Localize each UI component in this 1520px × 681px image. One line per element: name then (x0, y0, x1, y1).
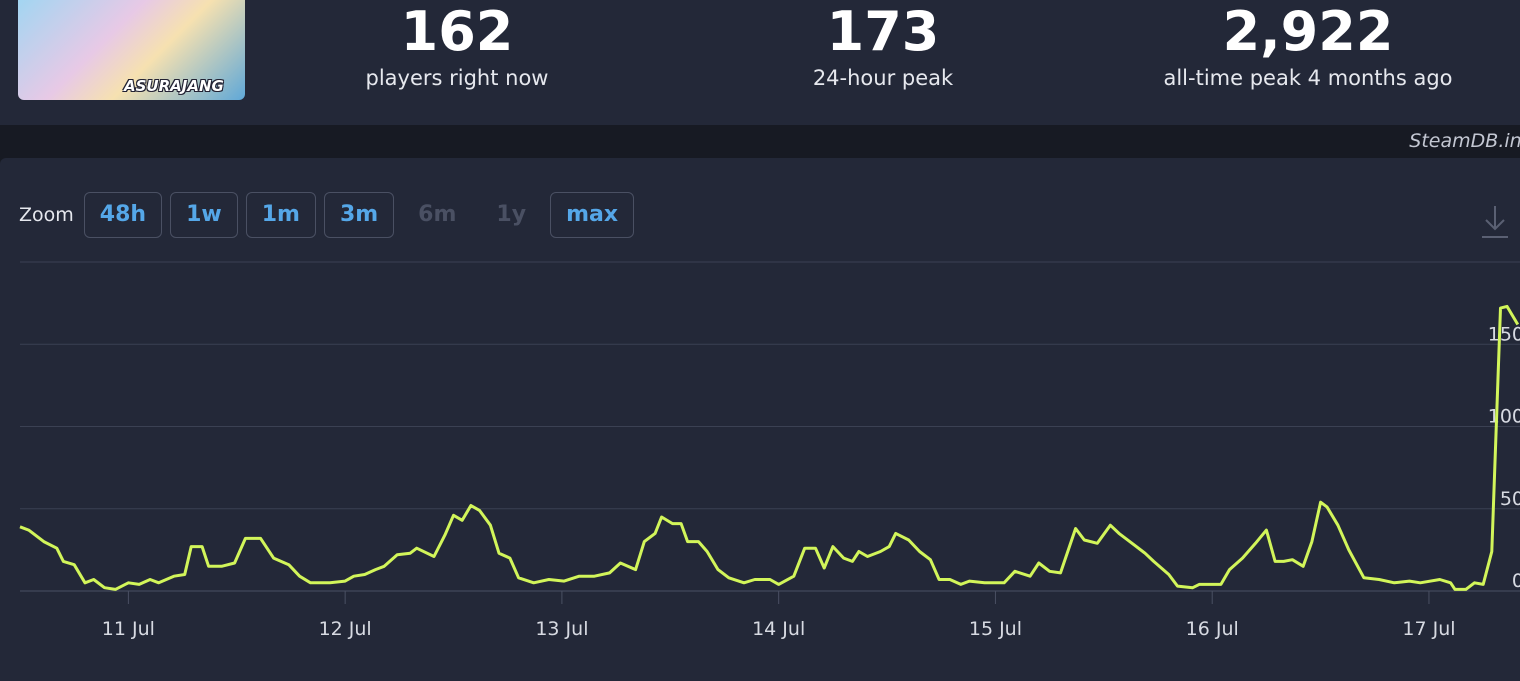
stat-value: 173 (826, 0, 940, 63)
chart-panel (0, 158, 1520, 681)
x-tick-label: 14 Jul (752, 618, 805, 640)
y-tick-label: 50 (1500, 488, 1520, 510)
zoom-button[interactable]: 48h (83, 192, 163, 238)
stat-value: 162 (400, 0, 514, 63)
stat: 173 24-hour peak (673, 0, 1093, 93)
zoom-button[interactable]: 3m (323, 192, 395, 238)
stat-label: 24-hour peak (812, 66, 954, 90)
zoom-button[interactable]: 1w (170, 192, 238, 238)
zoom-button: 1y (496, 202, 527, 227)
player-line (19, 304, 1520, 591)
cover-logo: ASURAJANG (124, 77, 224, 95)
x-tick-label: 16 Jul (1186, 618, 1239, 640)
x-tick-label: 13 Jul (535, 618, 588, 640)
y-tick-label: 100 (1488, 406, 1520, 428)
stat-label: all-time peak 4 months ago (1163, 66, 1453, 90)
game-cover[interactable]: ASURAJANG (18, 0, 245, 100)
x-tick-label: 15 Jul (969, 618, 1022, 640)
stat-value: 2,922 (1222, 0, 1394, 63)
stat-label: players right now (365, 66, 549, 90)
header: ASURAJANG 162 players right now 173 24-hour… (0, 0, 1520, 125)
y-tick-label: 0 (1512, 570, 1520, 592)
x-tick-label: 12 Jul (319, 618, 372, 640)
zoom-label: Zoom (19, 204, 74, 226)
y-tick-label: 150 (1488, 323, 1520, 345)
zoom-button[interactable]: max (550, 192, 635, 238)
stat: 2,922 all-time peak 4 months ago (1098, 0, 1518, 93)
watermark: SteamDB.info (1409, 130, 1520, 152)
zoom-button: 6m (418, 202, 457, 227)
x-tick-label: 17 Jul (1402, 618, 1455, 640)
x-tick-label: 11 Jul (102, 618, 155, 640)
download-icon[interactable] (1482, 206, 1508, 238)
zoom-button[interactable]: 1m (245, 192, 316, 238)
stat: 162 players right now (247, 0, 667, 93)
zoom-bar: Zoom 48h 1w 1m 3m 6m 1y max (19, 192, 642, 238)
